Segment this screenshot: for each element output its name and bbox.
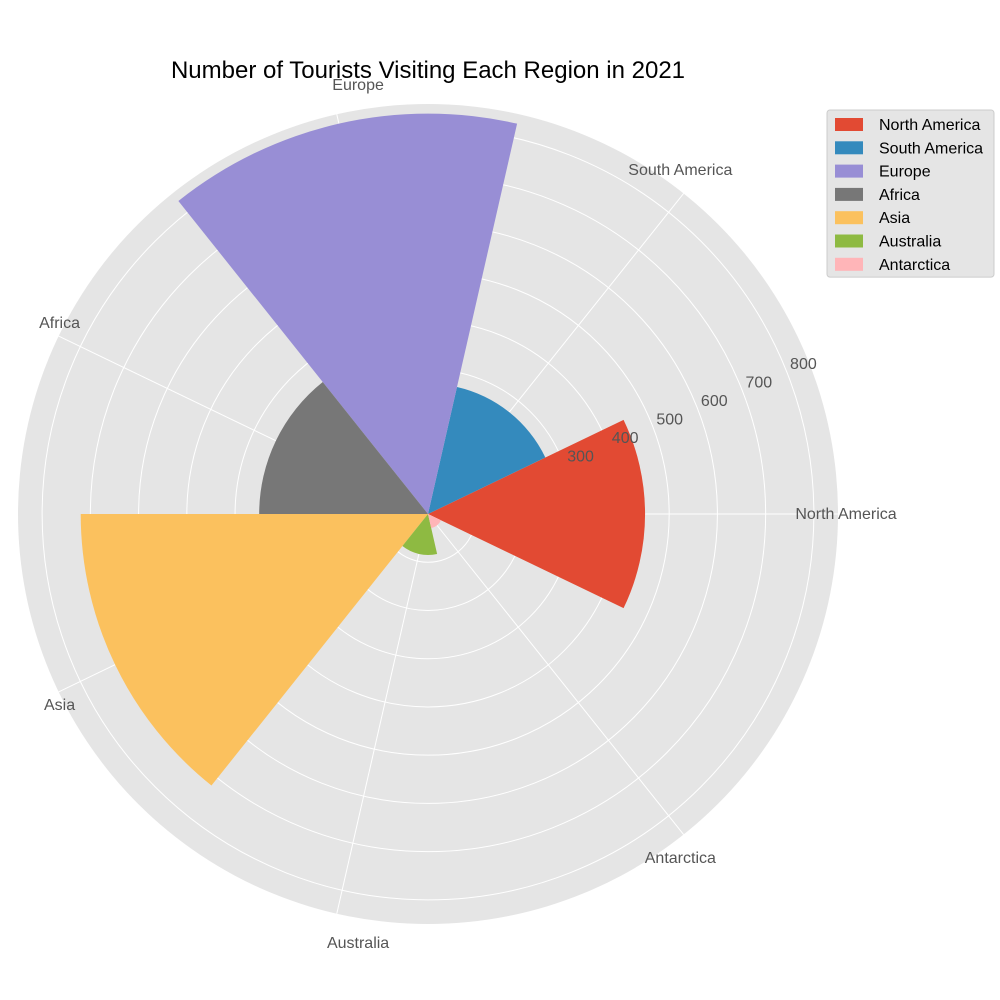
bar-south-america [428, 387, 546, 514]
bar-north-america [428, 419, 646, 609]
radial-tick-label: 600 [701, 393, 728, 410]
category-label: Africa [39, 315, 80, 332]
bar-antarctica [428, 514, 442, 529]
legend-swatch [835, 141, 863, 155]
category-label: Asia [44, 697, 75, 714]
legend-swatch [835, 234, 863, 248]
category-label: South America [628, 162, 732, 179]
legend-entry-label: South America [879, 140, 983, 157]
legend-swatch [835, 118, 863, 131]
legend-swatch [835, 164, 863, 178]
bar-asia [80, 514, 429, 786]
bar-australia [402, 514, 438, 555]
legend-entry-label: Asia [879, 210, 910, 227]
category-label: North America [795, 506, 896, 523]
legend-entry-label: North America [879, 117, 980, 134]
bar-africa [259, 382, 428, 514]
grid-spoke [427, 513, 685, 835]
legend-entry-label: Australia [879, 234, 941, 251]
category-label: Australia [327, 935, 389, 952]
category-labels: North America South America Europe Africa As… [39, 77, 897, 952]
legend: North America South America Europe Africa As… [826, 109, 995, 278]
category-label: Antarctica [645, 850, 716, 867]
legend-swatch [835, 187, 863, 201]
legend-box [826, 109, 995, 278]
legend-entry-label: Antarctica [879, 257, 950, 274]
bar-europe [178, 113, 518, 514]
radial-tick-label: 700 [745, 374, 772, 391]
radial-tick-label: 500 [656, 411, 683, 428]
radial-tick-label: 300 [567, 448, 594, 465]
legend-swatch [835, 257, 863, 271]
legend-entry-label: Africa [879, 187, 920, 204]
bars [80, 113, 646, 786]
radial-tick-label: 800 [790, 356, 817, 373]
radial-tick-label: 400 [612, 430, 639, 447]
category-label: Europe [332, 77, 384, 94]
radial-tick-labels: 300 400 500 600 700 800 [567, 356, 817, 465]
grid-spoke [336, 513, 429, 914]
legend-entry-label: Europe [879, 164, 931, 181]
chart-title: Number of Tourists Visiting Each Region … [171, 57, 685, 84]
legend-swatch [835, 211, 863, 225]
